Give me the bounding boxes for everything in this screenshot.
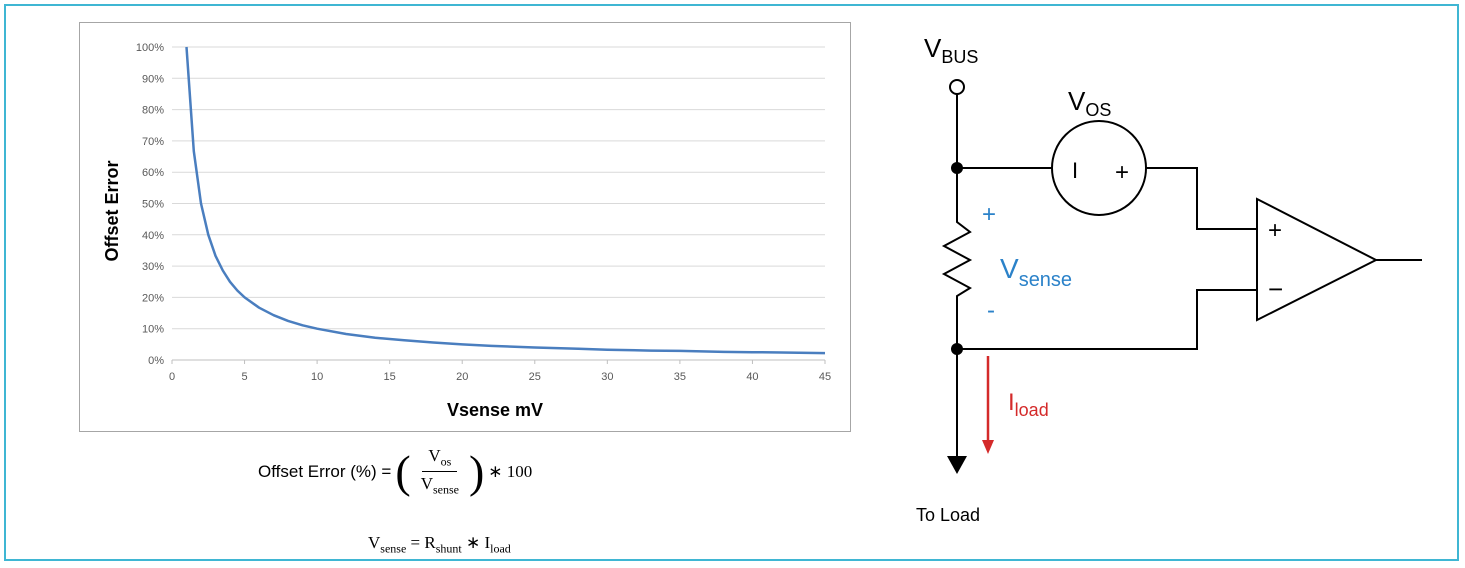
x-tick-label: 25 (529, 371, 541, 383)
x-tick-label: 40 (746, 371, 758, 383)
right-paren: ) (468, 445, 485, 497)
series-line (185, 46, 826, 355)
x-tick-label: 10 (311, 371, 323, 383)
y-tick-label: 0% (148, 355, 164, 367)
x-tick-label: 20 (456, 371, 468, 383)
offset-error-multiplier: ∗ 100 (488, 461, 533, 481)
fraction-numerator: Vos (422, 446, 458, 473)
grid-lines (171, 46, 826, 364)
chart-panel: 0% 10% 20% 30% 40% 50% 60% 70% 80% 90% 100% 0 5 10 15… (79, 22, 851, 432)
x-tick-label: 30 (601, 371, 613, 383)
x-tick-label: 5 (241, 371, 247, 383)
x-axis-title: Vsense mV (447, 400, 543, 420)
y-tick-label: 50% (142, 199, 164, 211)
offset-error-formula: Offset Error (%) = ( Vos Vsense ) ∗ 100 (258, 446, 532, 498)
y-tick-label: 40% (142, 230, 164, 242)
y-tick-label: 70% (142, 136, 164, 148)
fraction-denominator: Vsense (420, 474, 459, 497)
y-tick-label: 90% (142, 73, 164, 85)
y-tick-label: 10% (142, 324, 164, 336)
vos-over-vsense-fraction: Vos Vsense (415, 446, 465, 498)
offset-error-formula-lead: Offset Error (%) = (258, 461, 392, 481)
y-tick-label: 30% (142, 261, 164, 273)
y-tick-label: 100% (136, 42, 164, 54)
figure-frame (4, 4, 1459, 561)
y-axis-title: Offset Error (102, 160, 122, 261)
x-tick-label: 0 (169, 371, 175, 383)
vsense-formula: Vsense = Rshunt ∗ Iload (368, 533, 511, 556)
x-tick-label: 15 (384, 371, 396, 383)
x-tick-label: 35 (674, 371, 686, 383)
y-tick-label: 20% (142, 292, 164, 304)
offset-error-chart: 0% 10% 20% 30% 40% 50% 60% 70% 80% 90% 100% 0 5 10 15… (102, 42, 831, 420)
series-layer (185, 46, 826, 355)
y-tick-labels: 0% 10% 20% 30% 40% 50% 60% 70% 80% 90% 100% (136, 42, 164, 367)
left-paren: ( (395, 445, 411, 497)
x-tick-labels: 0 5 10 15 20 25 30 35 40 45 (169, 371, 831, 383)
y-tick-label: 60% (142, 167, 164, 179)
x-tick-label: 45 (819, 371, 831, 383)
y-tick-label: 80% (142, 105, 164, 117)
